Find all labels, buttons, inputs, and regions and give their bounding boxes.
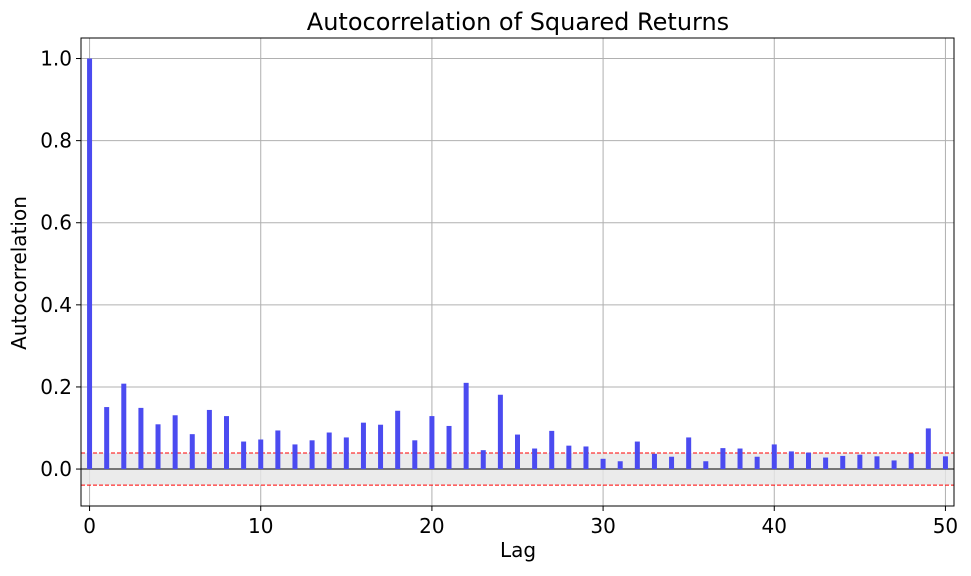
acf-bar — [378, 424, 384, 470]
acf-bar — [275, 430, 281, 470]
acf-bar — [720, 448, 726, 470]
acf-bar — [532, 448, 538, 470]
acf-bar — [429, 416, 435, 470]
acf-bar — [412, 440, 418, 470]
acf-bar — [241, 441, 247, 470]
acf-bar — [155, 424, 161, 470]
acf-bar — [600, 458, 606, 470]
x-tick-label: 20 — [419, 514, 444, 538]
y-axis-label: Autocorrelation — [7, 196, 31, 350]
acf-bar — [224, 416, 229, 470]
acf-bar — [840, 455, 846, 470]
acf-bar — [771, 444, 777, 470]
acf-bar — [566, 445, 572, 470]
x-axis-label: Lag — [500, 538, 536, 562]
acf-bar — [754, 456, 760, 470]
acf-bar — [395, 410, 401, 470]
acf-bar — [360, 422, 366, 470]
acf-bar — [206, 409, 212, 470]
x-tick-label: 50 — [933, 514, 958, 538]
plot-frame — [80, 37, 955, 507]
acf-bar — [737, 448, 743, 470]
acf-bar — [463, 382, 469, 470]
acf-bar — [258, 439, 264, 470]
acf-bar — [806, 452, 811, 470]
acf-bar — [497, 394, 503, 470]
acf-bar — [669, 456, 675, 470]
acf-bar — [823, 457, 829, 470]
y-tick-label: 0.6 — [40, 211, 72, 235]
acf-bar — [583, 446, 589, 470]
acf-bar — [788, 451, 794, 470]
acf-bar — [617, 461, 623, 470]
acf-bar — [703, 461, 709, 470]
bars — [87, 58, 948, 470]
acf-bar — [292, 444, 298, 470]
acf-bar — [172, 415, 178, 470]
axis-ticks: 0 10 20 30 40 50 0.0 0.2 0.4 0.6 0.8 1.0 — [40, 47, 958, 538]
acf-bar — [189, 434, 195, 470]
acf-bar — [634, 441, 640, 470]
acf-bar — [874, 456, 880, 470]
acf-bar — [138, 407, 144, 470]
acf-bar — [925, 428, 931, 470]
x-tick-label: 10 — [248, 514, 273, 538]
acf-bar — [857, 454, 863, 470]
acf-bar — [651, 453, 657, 470]
acf-bar — [480, 450, 486, 470]
acf-bar — [326, 432, 332, 470]
acf-bar — [515, 434, 520, 470]
acf-bar — [87, 58, 93, 470]
acf-bar — [121, 383, 127, 470]
acf-bar — [343, 437, 349, 470]
acf-bar — [446, 425, 452, 470]
x-tick-label: 30 — [590, 514, 615, 538]
chart-title: Autocorrelation of Squared Returns — [307, 8, 729, 36]
acf-bar — [309, 440, 315, 470]
acf-bar — [891, 460, 897, 470]
acf-bar — [942, 456, 948, 470]
x-tick-label: 0 — [83, 514, 96, 538]
acf-bar — [104, 407, 110, 470]
y-tick-label: 0.2 — [40, 375, 72, 399]
x-tick-label: 40 — [762, 514, 787, 538]
y-tick-label: 0.0 — [40, 457, 72, 481]
y-tick-label: 1.0 — [40, 47, 72, 71]
acf-bar — [549, 430, 555, 470]
y-tick-label: 0.4 — [40, 293, 72, 317]
y-tick-label: 0.8 — [40, 129, 72, 153]
acf-bar — [908, 453, 914, 470]
acf-bar — [686, 437, 692, 470]
